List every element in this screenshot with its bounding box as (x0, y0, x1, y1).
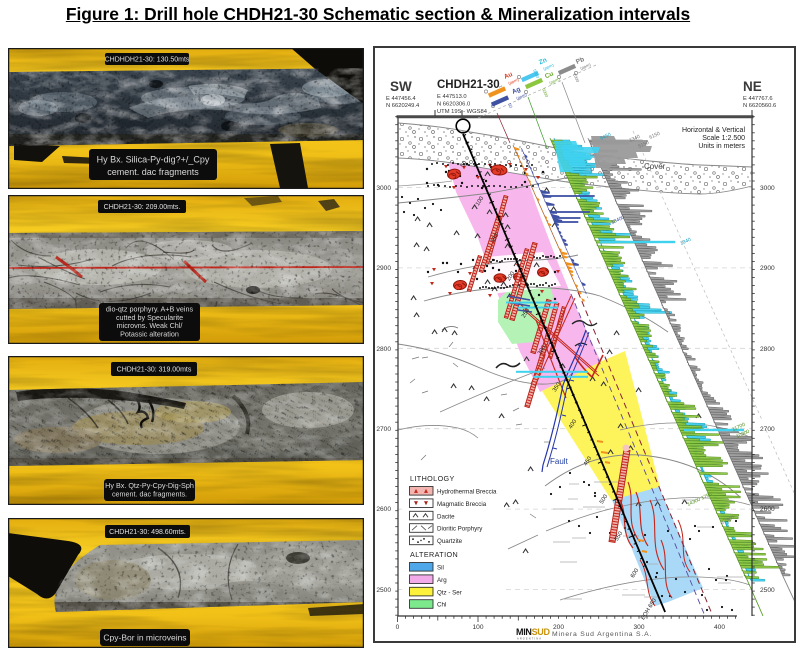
svg-text:13400: 13400 (610, 215, 625, 226)
svg-text:N 6620306.0: N 6620306.0 (437, 102, 470, 108)
svg-text:Qtz - Ser: Qtz - Ser (437, 589, 462, 596)
svg-text:5000: 5000 (532, 68, 541, 79)
svg-text:Potassic alteration: Potassic alteration (120, 330, 179, 339)
svg-text:Cpy-Bor in microveins: Cpy-Bor in microveins (103, 633, 186, 643)
svg-text:cement. dac fragments: cement. dac fragments (107, 167, 199, 177)
svg-text:Quartzite: Quartzite (437, 538, 463, 545)
svg-text:Chl: Chl (437, 602, 446, 609)
svg-text:300: 300 (537, 345, 547, 356)
svg-text:50: 50 (507, 102, 514, 109)
svg-text:400: 400 (714, 624, 725, 631)
svg-text:Hy Bx. Silica-Py-dig?+/_Cpy: Hy Bx. Silica-Py-dig?+/_Cpy (97, 155, 210, 165)
svg-text:400: 400 (568, 419, 578, 430)
svg-text:Fault: Fault (550, 457, 569, 466)
svg-text:(ppm): (ppm) (542, 62, 555, 71)
svg-text:1940: 1940 (679, 237, 692, 247)
svg-text:ARGENTINA: ARGENTINA (517, 637, 542, 641)
svg-text:N 6620560.6: N 6620560.6 (743, 103, 776, 109)
svg-text:2600: 2600 (376, 506, 391, 513)
svg-text:3000: 3000 (760, 185, 775, 192)
svg-text:11700: 11700 (731, 422, 746, 433)
svg-text:UTM 19S - WGS84: UTM 19S - WGS84 (437, 109, 488, 115)
svg-text:(ppm): (ppm) (579, 62, 592, 71)
svg-text:550: 550 (614, 531, 624, 542)
svg-text:100: 100 (475, 196, 485, 207)
svg-text:2600: 2600 (760, 506, 775, 513)
svg-text:cutted by Specularite: cutted by Specularite (116, 313, 183, 322)
svg-text:SW: SW (390, 79, 412, 94)
svg-text:100: 100 (472, 624, 483, 631)
svg-text:2800: 2800 (376, 346, 391, 353)
svg-text:50: 50 (460, 160, 469, 169)
svg-text:(ppm): (ppm) (515, 92, 528, 101)
svg-text:450: 450 (583, 456, 593, 467)
svg-text:500: 500 (599, 494, 609, 505)
svg-text:Arg: Arg (437, 577, 447, 584)
svg-text:10300: 10300 (735, 429, 750, 440)
svg-text:Cu: Cu (544, 70, 555, 80)
svg-text:5150: 5150 (637, 140, 650, 150)
svg-text:CHDHDH21-30: 130.50mts: CHDHDH21-30: 130.50mts (105, 57, 190, 64)
svg-text:MINSUD: MINSUD (516, 627, 551, 637)
svg-text:CHDH21-30: 209.00mts.: CHDH21-30: 209.00mts. (104, 204, 181, 211)
svg-text:2900: 2900 (376, 265, 391, 272)
svg-text:5000: 5000 (541, 87, 550, 98)
svg-text:200: 200 (553, 624, 564, 631)
svg-text:ALTERATION: ALTERATION (410, 550, 458, 559)
svg-text:dio-qtz porphyry. A+B veins: dio-qtz porphyry. A+B veins (106, 304, 194, 313)
svg-text:6150: 6150 (648, 131, 661, 141)
svg-text:2700: 2700 (760, 426, 775, 433)
svg-text:250: 250 (521, 308, 531, 319)
svg-text:E 447767.6: E 447767.6 (743, 96, 773, 102)
svg-text:Cover: Cover (644, 162, 666, 171)
svg-text:2500: 2500 (760, 587, 775, 594)
svg-text:Horizontal & Vertical: Horizontal & Vertical (682, 127, 745, 134)
svg-text:NE: NE (743, 79, 762, 94)
svg-text:(ppm): (ppm) (548, 76, 561, 85)
svg-text:6450: 6450 (599, 132, 612, 142)
svg-text:2700: 2700 (376, 426, 391, 433)
svg-text:1340: 1340 (628, 134, 641, 144)
svg-text:Pb: Pb (575, 56, 585, 66)
svg-text:E 447513.0: E 447513.0 (437, 94, 467, 100)
svg-text:3000: 3000 (376, 185, 391, 192)
svg-text:Units in meters: Units in meters (698, 143, 745, 150)
svg-text:150: 150 (490, 233, 500, 244)
svg-text:Magmatic Breccia: Magmatic Breccia (437, 501, 487, 508)
svg-text:Dacite: Dacite (437, 513, 455, 520)
svg-text:0: 0 (396, 624, 400, 631)
svg-text:Zn: Zn (538, 57, 548, 67)
svg-text:Minera Sud Argentina S.A.: Minera Sud Argentina S.A. (552, 631, 652, 638)
svg-text:1000: 1000 (572, 72, 581, 83)
svg-text:300: 300 (633, 624, 644, 631)
svg-text:200: 200 (506, 271, 516, 282)
svg-text:17300: 17300 (720, 515, 735, 526)
svg-text:N 6620249.4: N 6620249.4 (386, 103, 420, 109)
svg-text:microvns. Weak Chl/: microvns. Weak Chl/ (117, 321, 183, 330)
svg-text:LITHOLOGY: LITHOLOGY (410, 474, 455, 483)
svg-text:2500: 2500 (376, 587, 391, 594)
svg-text:600: 600 (630, 568, 640, 579)
svg-text:350: 350 (552, 382, 562, 393)
svg-text:cement. dac fragments.: cement. dac fragments. (112, 490, 187, 499)
svg-text:CHDH21-30: 498.60mts.: CHDH21-30: 498.60mts. (109, 529, 186, 536)
svg-text:2900: 2900 (760, 265, 775, 272)
svg-text:(ppm): (ppm) (507, 77, 520, 86)
svg-text:Sil: Sil (437, 565, 444, 572)
svg-text:Hydrothermal Breccia: Hydrothermal Breccia (437, 489, 497, 496)
svg-text:Hy Bx. Qtz-Py-Cpy-Dig-Sph: Hy Bx. Qtz-Py-Cpy-Dig-Sph (105, 481, 194, 490)
svg-text:Dioritic Porphyry: Dioritic Porphyry (437, 526, 483, 533)
svg-text:Scale 1:2.500: Scale 1:2.500 (702, 135, 745, 142)
svg-text:1: 1 (498, 84, 504, 89)
svg-text:Ag: Ag (511, 86, 522, 96)
svg-text:CHDH21-30: 319.00mts: CHDH21-30: 319.00mts (117, 367, 192, 374)
svg-text:2800: 2800 (760, 346, 775, 353)
svg-text:Au: Au (503, 71, 514, 81)
svg-text:CHDH21-30: CHDH21-30 (437, 79, 500, 91)
svg-text:E 447456.4: E 447456.4 (386, 96, 416, 102)
